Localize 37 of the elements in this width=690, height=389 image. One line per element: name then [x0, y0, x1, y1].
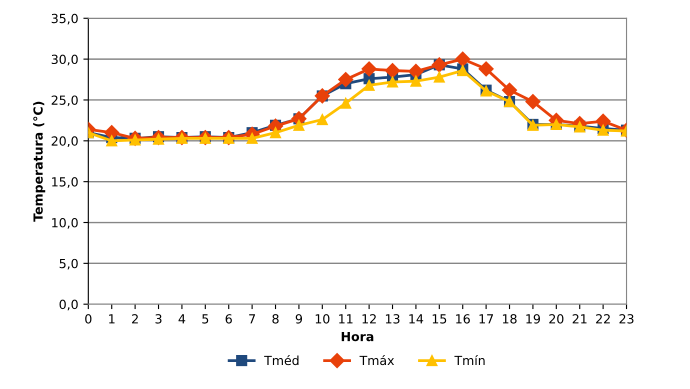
y-axis-title: Temperatura (°C) [33, 102, 46, 222]
x-tick-label: 10 [316, 314, 330, 324]
x-tick-label: 1 [109, 314, 115, 324]
y-tick-label: 5,0 [60, 258, 78, 270]
x-tick-label: 22 [596, 314, 610, 324]
x-tick-label: 17 [480, 314, 494, 324]
x-tick-label: 19 [526, 314, 540, 324]
legend-label: Tméd [264, 354, 298, 366]
x-tick-label: 8 [272, 314, 279, 324]
x-tick-label: 0 [85, 314, 92, 324]
y-tick-label: 10,0 [52, 218, 78, 229]
x-tick-label: 4 [178, 314, 186, 324]
x-tick-label: 9 [296, 314, 302, 324]
y-tick-label: 15,0 [52, 177, 78, 188]
x-tick-label: 7 [249, 314, 256, 324]
x-tick-label: 11 [339, 314, 353, 324]
legend-label: Tmín [454, 354, 485, 365]
x-tick-label: 20 [549, 314, 564, 324]
x-tick-label: 5 [202, 314, 208, 324]
y-tick-label: 20,0 [52, 136, 78, 148]
x-tick-label: 13 [386, 314, 400, 324]
y-tick-label: 30,0 [52, 54, 78, 66]
y-tick-label: 25,0 [52, 95, 78, 106]
x-tick-label: 14 [409, 314, 424, 324]
y-tick-label: 35,0 [52, 14, 78, 24]
x-tick-label: 21 [572, 314, 587, 324]
x-tick-label: 2 [132, 314, 138, 324]
x-tick-label: 3 [155, 314, 162, 324]
x-tick-label: 18 [502, 314, 517, 324]
y-tick-label: 0,0 [60, 300, 78, 310]
legend-label: Tmáx [360, 354, 394, 366]
x-tick-label: 23 [619, 314, 634, 324]
x-axis-title: Hora [342, 332, 374, 342]
x-tick-label: 15 [432, 314, 446, 324]
x-tick-label: 16 [456, 314, 470, 324]
x-tick-label: 12 [362, 314, 376, 324]
x-tick-label: 6 [226, 314, 232, 324]
